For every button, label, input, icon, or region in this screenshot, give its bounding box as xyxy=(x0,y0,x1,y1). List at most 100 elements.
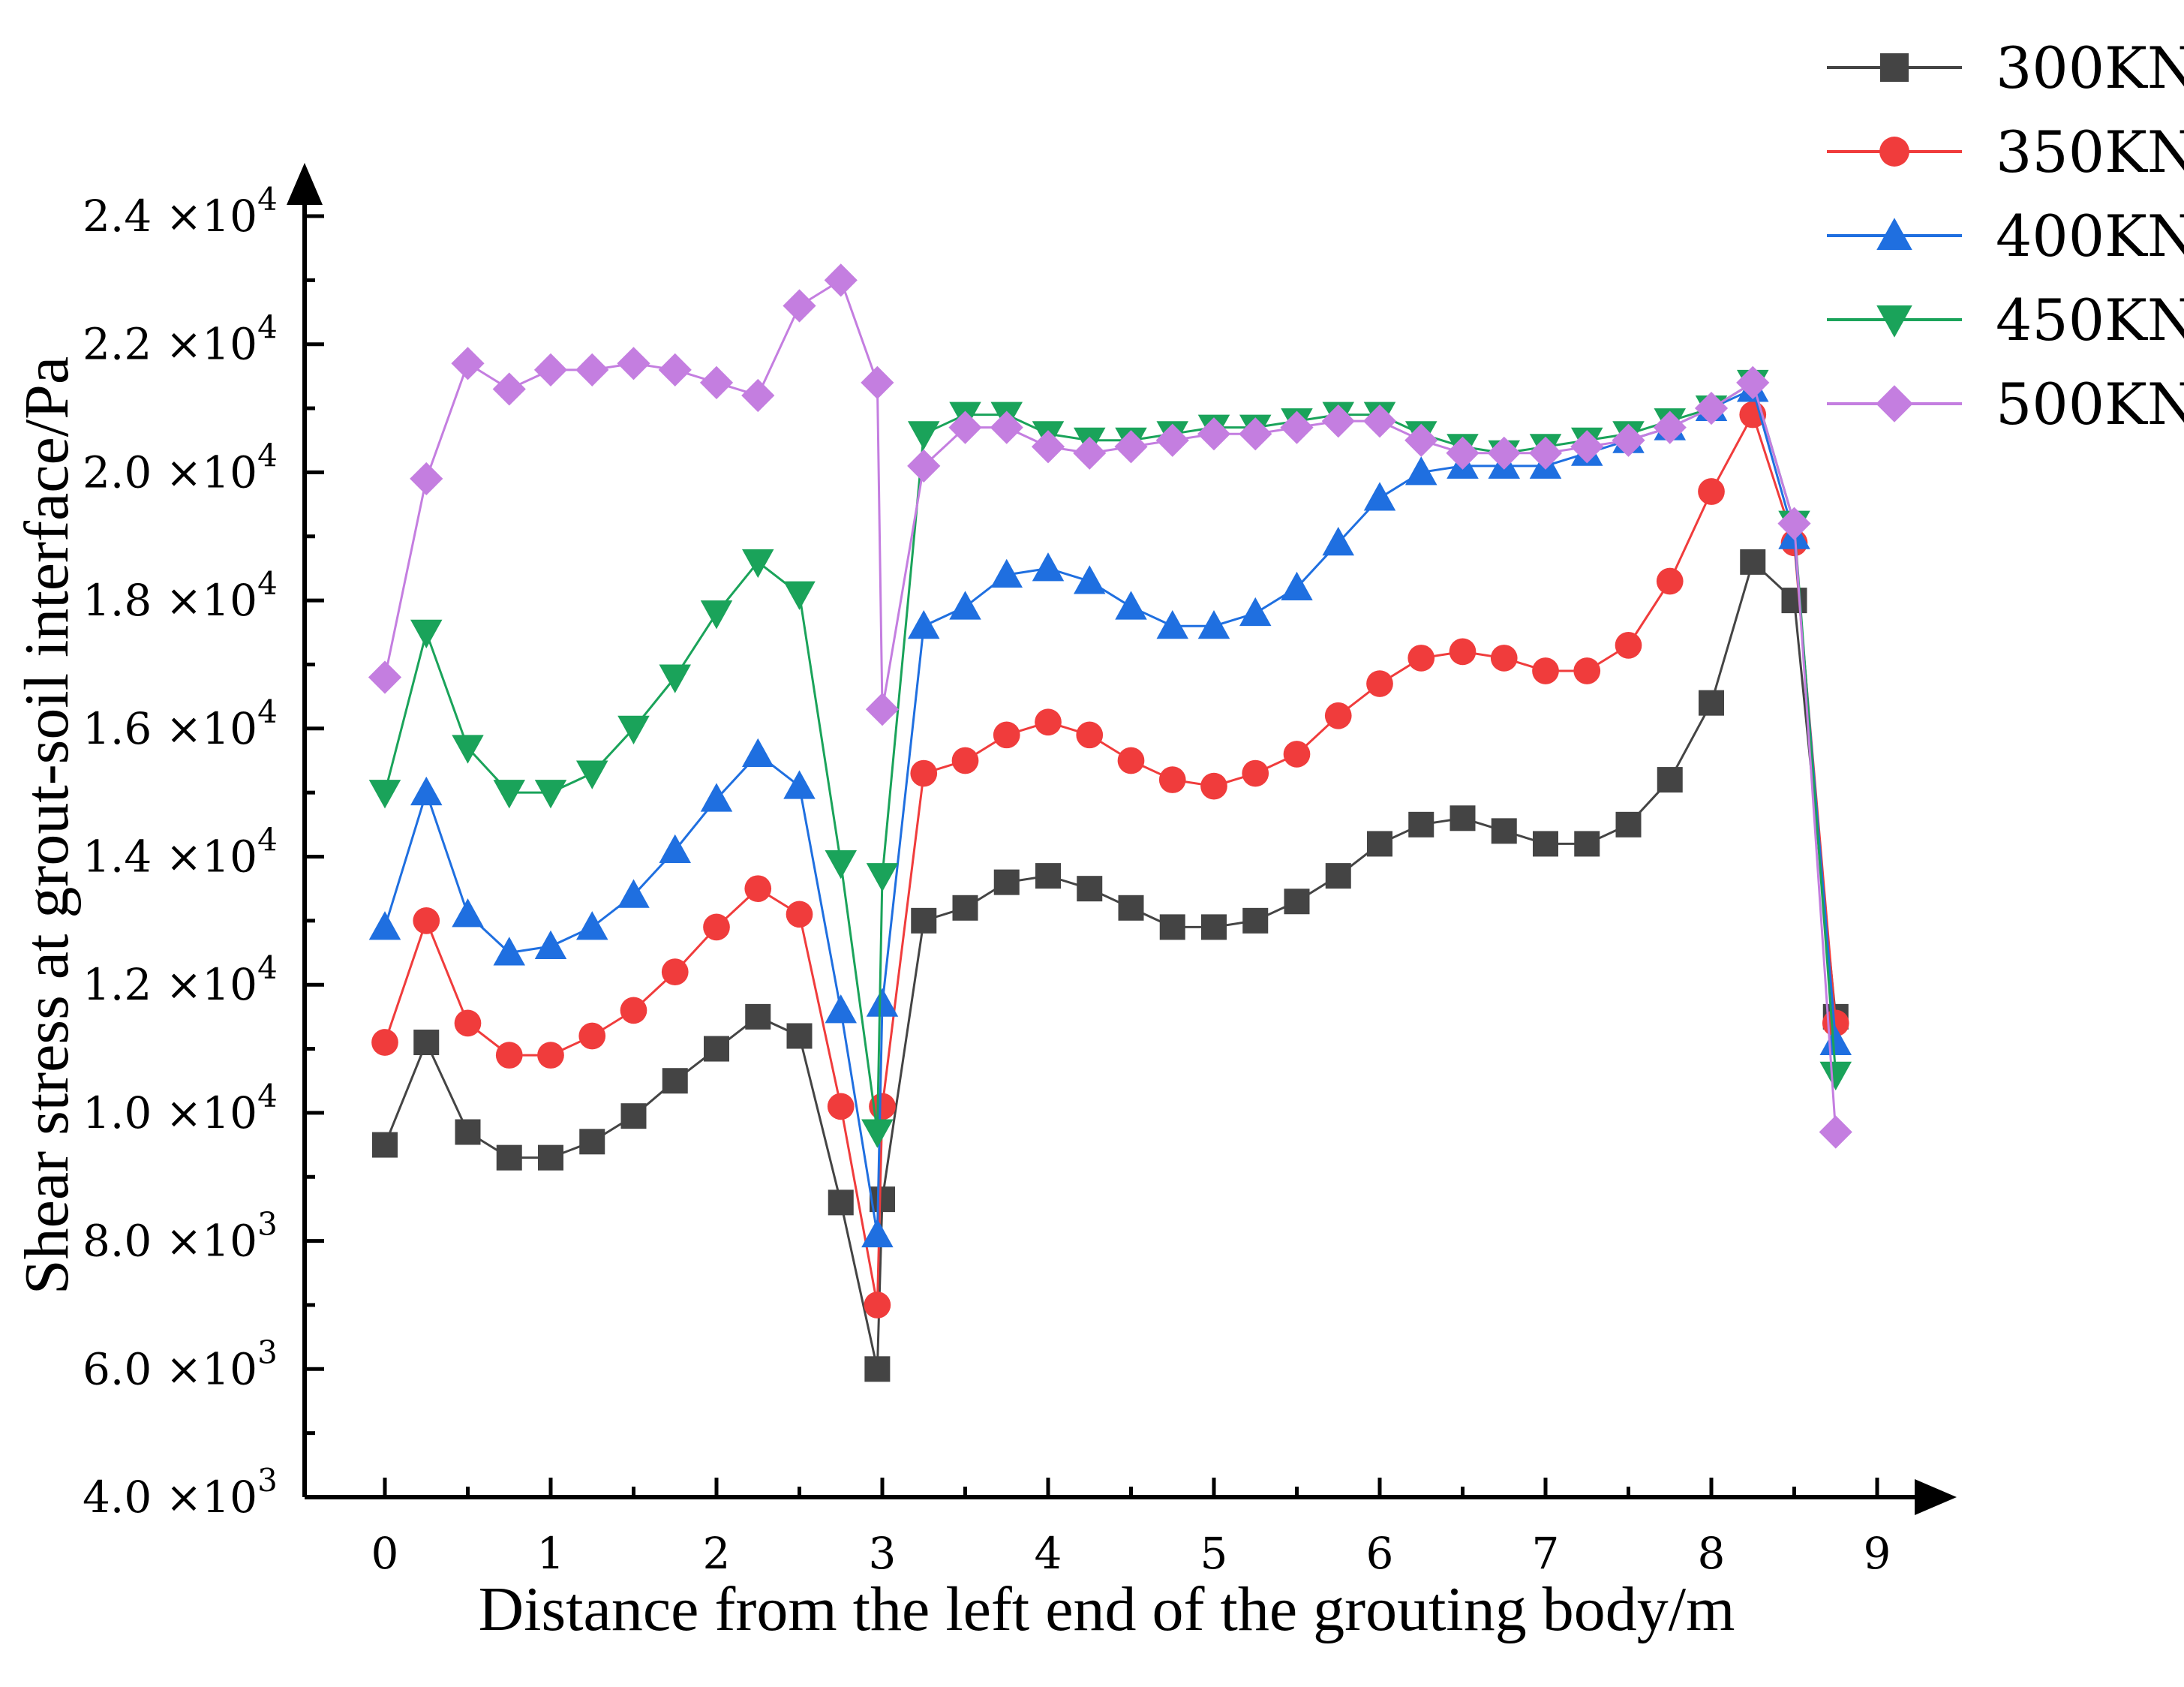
data-point xyxy=(1366,670,1393,697)
data-point xyxy=(1777,507,1811,540)
data-point xyxy=(413,907,440,934)
data-point xyxy=(1487,436,1521,470)
data-point xyxy=(1201,914,1227,940)
data-point xyxy=(1405,456,1437,486)
data-point xyxy=(452,735,484,764)
data-point xyxy=(1408,811,1434,837)
data-point xyxy=(1118,895,1144,921)
data-point xyxy=(372,1132,398,1158)
data-point xyxy=(1325,863,1351,889)
data-point xyxy=(658,353,692,386)
data-point xyxy=(1321,404,1355,438)
data-point xyxy=(617,879,650,908)
data-point xyxy=(700,600,733,630)
data-point xyxy=(371,1029,398,1056)
data-point xyxy=(617,347,650,380)
data-point xyxy=(908,609,940,639)
data-point xyxy=(492,372,526,406)
data-point xyxy=(579,1129,605,1155)
data-point xyxy=(1694,391,1729,426)
data-point xyxy=(1656,567,1684,595)
data-point xyxy=(948,410,982,444)
series-500KN xyxy=(368,263,1852,1149)
data-point xyxy=(1615,631,1642,659)
data-point xyxy=(1446,436,1480,470)
data-point xyxy=(908,421,940,450)
data-point xyxy=(1781,588,1807,614)
data-point xyxy=(368,780,401,809)
y-tick-label: 2.4 ×104 xyxy=(83,181,278,242)
y-ticks: 4.0 ×103 6.0 ×103 8.0 ×103 1.0 ×104 1.2 ×104… xyxy=(83,181,324,1523)
data-point xyxy=(496,1144,522,1171)
data-point xyxy=(1322,527,1354,556)
data-point xyxy=(1283,741,1311,768)
data-point xyxy=(949,591,981,620)
y-tick-label: 6.0 ×103 xyxy=(83,1334,278,1394)
data-point xyxy=(493,780,525,809)
data-point xyxy=(1239,597,1272,627)
data-point xyxy=(825,994,857,1024)
data-point xyxy=(413,1030,440,1056)
legend-item: 500KN xyxy=(1827,371,2184,438)
data-point xyxy=(410,619,443,649)
data-point xyxy=(533,353,568,386)
data-point xyxy=(538,1144,563,1171)
data-point xyxy=(699,365,734,400)
legend-item: 450KN xyxy=(1827,287,2184,353)
series-line xyxy=(383,411,1837,1306)
data-point xyxy=(1367,831,1392,857)
data-point xyxy=(1404,423,1438,457)
data-point xyxy=(703,913,730,941)
data-point xyxy=(1073,436,1107,470)
data-point xyxy=(534,930,567,959)
data-point xyxy=(1114,430,1148,464)
x-ticks: 0 1 2 3 4 5 6 7 8 9 xyxy=(371,1478,1891,1579)
data-point xyxy=(786,1023,813,1049)
data-point xyxy=(661,958,689,985)
data-point xyxy=(1491,818,1517,844)
data-point xyxy=(861,1218,894,1248)
data-point xyxy=(1490,645,1518,672)
data-point xyxy=(1407,645,1435,672)
x-tick-label: 9 xyxy=(1864,1528,1891,1579)
x-tick-label: 7 xyxy=(1532,1528,1560,1579)
x-tick-label: 0 xyxy=(371,1528,399,1579)
data-point xyxy=(1035,708,1062,736)
data-point xyxy=(1574,831,1600,857)
data-point xyxy=(824,263,858,297)
data-point xyxy=(1363,482,1396,511)
data-point xyxy=(1362,404,1397,438)
data-point xyxy=(1449,638,1477,666)
data-point xyxy=(1819,1026,1852,1056)
series-300KN xyxy=(372,549,1849,1382)
x-axis-arrow xyxy=(1915,1479,1957,1515)
data-point xyxy=(1031,430,1065,464)
data-point xyxy=(1242,759,1269,787)
data-point xyxy=(1197,609,1230,639)
data-point xyxy=(742,549,774,579)
data-point xyxy=(1615,811,1642,837)
x-tick-label: 2 xyxy=(703,1528,731,1579)
legend-label: 500KN xyxy=(1996,371,2184,438)
data-point xyxy=(1155,423,1189,457)
data-point xyxy=(576,911,608,940)
data-point xyxy=(620,997,647,1024)
data-point xyxy=(1239,417,1272,451)
data-point xyxy=(1653,410,1687,444)
data-point xyxy=(742,738,774,767)
y-axis-title: Shear stress at grout-soil interface/Pa xyxy=(12,356,82,1295)
legend-label: 450KN xyxy=(1996,287,2184,353)
data-point xyxy=(1699,690,1724,716)
data-point xyxy=(1074,565,1106,594)
data-point xyxy=(1076,721,1104,749)
axes: 4.0 ×103 6.0 ×103 8.0 ×103 1.0 ×104 1.2 ×104… xyxy=(83,163,1957,1579)
data-point xyxy=(952,895,978,921)
data-point xyxy=(1819,1061,1852,1090)
legend-label: 350KN xyxy=(1996,119,2184,185)
data-point xyxy=(865,693,900,726)
data-point xyxy=(704,1036,729,1062)
data-point xyxy=(864,1292,891,1319)
y-tick-label: 4.0 ×103 xyxy=(83,1462,278,1523)
data-point xyxy=(866,863,899,892)
data-point xyxy=(1158,766,1186,793)
